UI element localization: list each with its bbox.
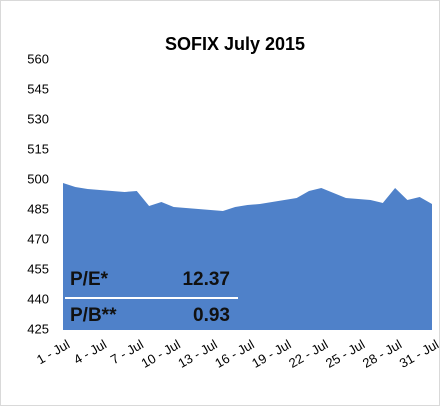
y-tick-label: 500: [27, 171, 49, 186]
y-tick-label: 425: [27, 321, 49, 336]
area: [63, 183, 432, 330]
annotation-value: 0.93: [193, 305, 230, 326]
y-tick-label: 560: [27, 51, 49, 66]
y-tick-label: 515: [27, 141, 49, 156]
annotation-label: P/E*: [70, 269, 109, 290]
y-tick-label: 545: [27, 81, 49, 96]
y-tick-label: 530: [27, 111, 49, 126]
y-tick-label: 455: [27, 261, 49, 276]
annotation-value: 12.37: [182, 269, 230, 290]
annotation-label: P/B**: [70, 305, 117, 326]
chart-title: SOFIX July 2015: [165, 34, 305, 54]
y-tick-label: 440: [27, 291, 49, 306]
y-tick-label: 470: [27, 231, 49, 246]
y-tick-label: 485: [27, 201, 49, 216]
